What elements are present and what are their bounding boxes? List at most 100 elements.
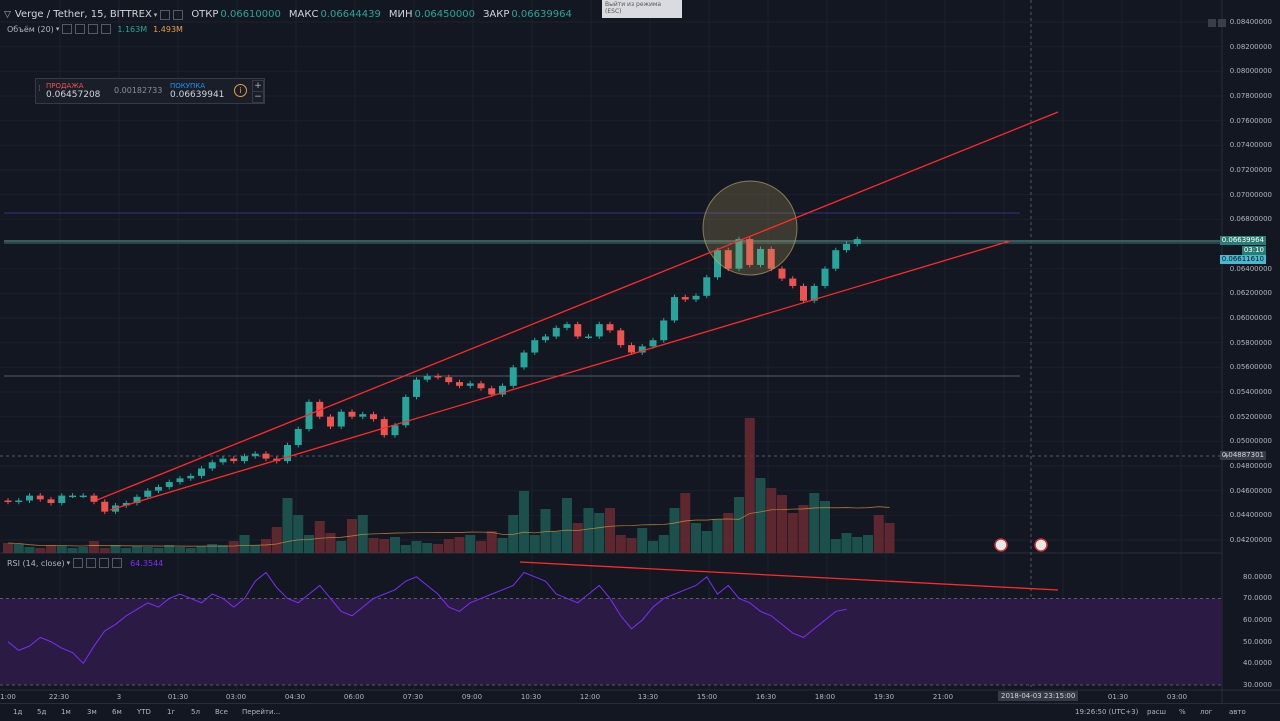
close-icon[interactable] <box>88 24 99 34</box>
more-icon[interactable] <box>101 24 112 34</box>
volume-bar <box>411 541 422 553</box>
info-icon[interactable]: i <box>234 84 247 97</box>
candle-down <box>681 297 689 300</box>
candle-up <box>692 295 700 300</box>
symbol-title[interactable]: Verge / Tether, 15, BITTREX <box>14 9 152 20</box>
scale-option-button[interactable]: авто <box>1229 708 1246 716</box>
last-price-tag: 0.06639964 <box>1219 236 1266 245</box>
chevron-down-icon[interactable]: ▾ <box>66 559 71 567</box>
candle-up <box>423 375 431 380</box>
time-tick-label: 19:30 <box>873 693 895 701</box>
volume-bar <box>529 535 540 553</box>
volume-bar <box>572 523 583 553</box>
exit-mode-tooltip: Выйти из режима (ESC) <box>602 0 682 18</box>
settings-icon[interactable] <box>75 24 86 34</box>
volume-bar <box>67 548 78 553</box>
rsi-tick-label: 40.0000 <box>1243 659 1272 668</box>
volume-name[interactable]: Объём (20) <box>7 24 54 34</box>
candle-up <box>563 324 571 328</box>
volume-bar <box>852 537 863 553</box>
chevron-down-icon[interactable]: ▾ <box>55 25 60 33</box>
range-button[interactable]: Все <box>215 708 228 716</box>
range-button[interactable]: Перейти... <box>242 708 281 716</box>
scale-option-button[interactable]: расш <box>1147 708 1166 716</box>
range-button[interactable]: 1д <box>13 708 23 716</box>
rsi-legend: RSI (14, close) ▾ 64.3544 <box>7 558 163 568</box>
close-icon[interactable] <box>99 558 110 568</box>
candle-up <box>241 456 248 462</box>
volume-bar <box>314 521 325 553</box>
candle-up <box>187 475 195 479</box>
range-button[interactable]: 1г <box>167 708 176 716</box>
maximize-icon[interactable] <box>1218 19 1226 27</box>
range-button[interactable]: 5д <box>37 708 47 716</box>
time-tick-label: 1:00 <box>0 693 16 701</box>
volume-bar <box>228 541 239 553</box>
range-button[interactable]: 6м <box>112 708 122 716</box>
volume-bar <box>884 523 895 553</box>
range-button[interactable]: 1м <box>61 708 71 716</box>
volume-bar <box>519 491 529 553</box>
volume-bar <box>46 545 56 553</box>
volume-ma-line <box>7 506 890 547</box>
candle-up <box>144 490 152 497</box>
volume-bar <box>13 544 24 553</box>
candle-up <box>284 445 291 462</box>
candle-down <box>316 401 324 417</box>
price-tick-label: 0.06200000 <box>1229 289 1272 298</box>
settings-icon[interactable] <box>173 9 184 20</box>
range-button[interactable]: 3м <box>87 708 97 716</box>
price-tick-label: 0.07200000 <box>1229 166 1272 174</box>
minus-icon[interactable]: − <box>252 91 264 103</box>
trend-line-lower <box>109 240 1011 511</box>
candle-up <box>391 425 399 436</box>
rsi-name[interactable]: RSI (14, close) <box>7 558 65 568</box>
eye-icon[interactable] <box>160 9 171 20</box>
candle-up <box>15 500 23 503</box>
eye-icon[interactable] <box>73 558 84 568</box>
price-tick-label: 0.04200000 <box>1229 536 1272 544</box>
volume-bar <box>132 546 142 553</box>
scale-option-button[interactable]: % <box>1179 708 1186 716</box>
tooltip-line-1: Выйти из режима <box>605 1 662 8</box>
candle-up <box>703 277 711 296</box>
chevron-down-icon[interactable]: ▾ <box>153 10 158 19</box>
range-button[interactable]: 5л <box>191 708 200 716</box>
volume-bar <box>390 537 400 553</box>
volume-value-2: 1.493M <box>153 24 183 34</box>
price-tick-label: 0.04600000 <box>1229 486 1272 495</box>
volume-bar <box>99 548 110 553</box>
volume-bar <box>368 538 379 553</box>
scale-option-button[interactable]: лог <box>1200 708 1213 716</box>
volume-bar <box>798 505 809 553</box>
price-tick-label: 0.05200000 <box>1229 412 1272 421</box>
time-tick-label: 3 <box>116 693 122 701</box>
price-tick-label: 0.07600000 <box>1229 116 1272 125</box>
candle-down <box>230 458 238 462</box>
buy-button[interactable]: ПОКУПКА 0.06639941 <box>170 82 224 100</box>
event-flag-icon <box>1034 538 1048 552</box>
time-tick-label: 09:00 <box>461 693 483 701</box>
candle-down <box>628 345 635 353</box>
candle-down <box>47 499 55 503</box>
volume-bar <box>250 545 261 553</box>
move-up-icon[interactable] <box>1208 19 1216 27</box>
low-value: 0.06450000 <box>414 9 475 20</box>
time-tick-label: 15:00 <box>696 693 718 701</box>
time-tick-label: 01:30 <box>167 693 189 701</box>
collapse-icon[interactable]: ▽ <box>4 9 11 20</box>
more-icon[interactable] <box>112 558 123 568</box>
volume-bar <box>175 547 185 553</box>
eye-icon[interactable] <box>62 24 73 34</box>
volume-bar <box>605 508 615 553</box>
range-button[interactable]: YTD <box>137 708 151 716</box>
candle-up <box>585 336 592 338</box>
settings-icon[interactable] <box>86 558 97 568</box>
chart-header: ▽ Verge / Tether, 15, BITTREX ▾ ОТКР 0.0… <box>4 9 572 20</box>
drag-handle-icon[interactable]: ⁞ <box>38 84 41 94</box>
sell-button[interactable]: ПРОДАЖА 0.06457208 <box>46 82 100 100</box>
volume-bar <box>680 493 691 553</box>
price-tick-label: 0.05000000 <box>1229 437 1272 446</box>
add-alert-icon[interactable]: + <box>1223 451 1230 460</box>
